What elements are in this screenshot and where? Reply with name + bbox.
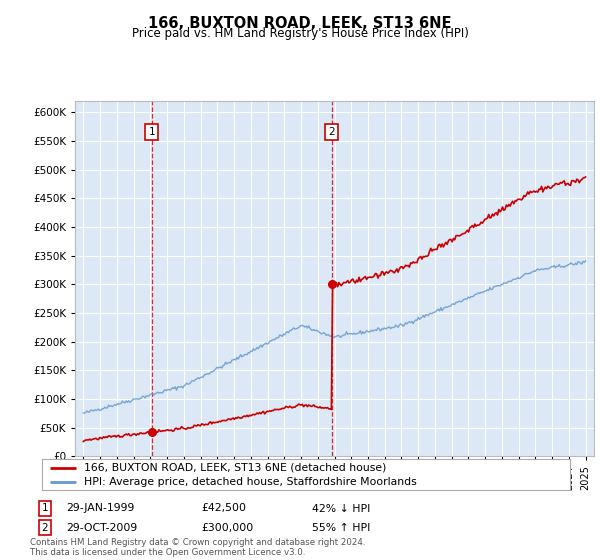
Text: 42% ↓ HPI: 42% ↓ HPI (312, 503, 370, 514)
Text: 1: 1 (148, 127, 155, 137)
Text: 29-OCT-2009: 29-OCT-2009 (66, 522, 137, 533)
Text: Price paid vs. HM Land Registry's House Price Index (HPI): Price paid vs. HM Land Registry's House … (131, 27, 469, 40)
Text: £42,500: £42,500 (201, 503, 246, 514)
Text: 2: 2 (328, 127, 335, 137)
Text: 1: 1 (41, 503, 49, 514)
Text: 166, BUXTON ROAD, LEEK, ST13 6NE: 166, BUXTON ROAD, LEEK, ST13 6NE (148, 16, 452, 31)
Text: £300,000: £300,000 (201, 522, 253, 533)
Text: 166, BUXTON ROAD, LEEK, ST13 6NE (detached house): 166, BUXTON ROAD, LEEK, ST13 6NE (detach… (84, 463, 386, 473)
Text: HPI: Average price, detached house, Staffordshire Moorlands: HPI: Average price, detached house, Staf… (84, 477, 417, 487)
Text: 29-JAN-1999: 29-JAN-1999 (66, 503, 134, 514)
Text: 2: 2 (41, 522, 49, 533)
Text: 55% ↑ HPI: 55% ↑ HPI (312, 522, 370, 533)
Text: Contains HM Land Registry data © Crown copyright and database right 2024.
This d: Contains HM Land Registry data © Crown c… (30, 538, 365, 557)
